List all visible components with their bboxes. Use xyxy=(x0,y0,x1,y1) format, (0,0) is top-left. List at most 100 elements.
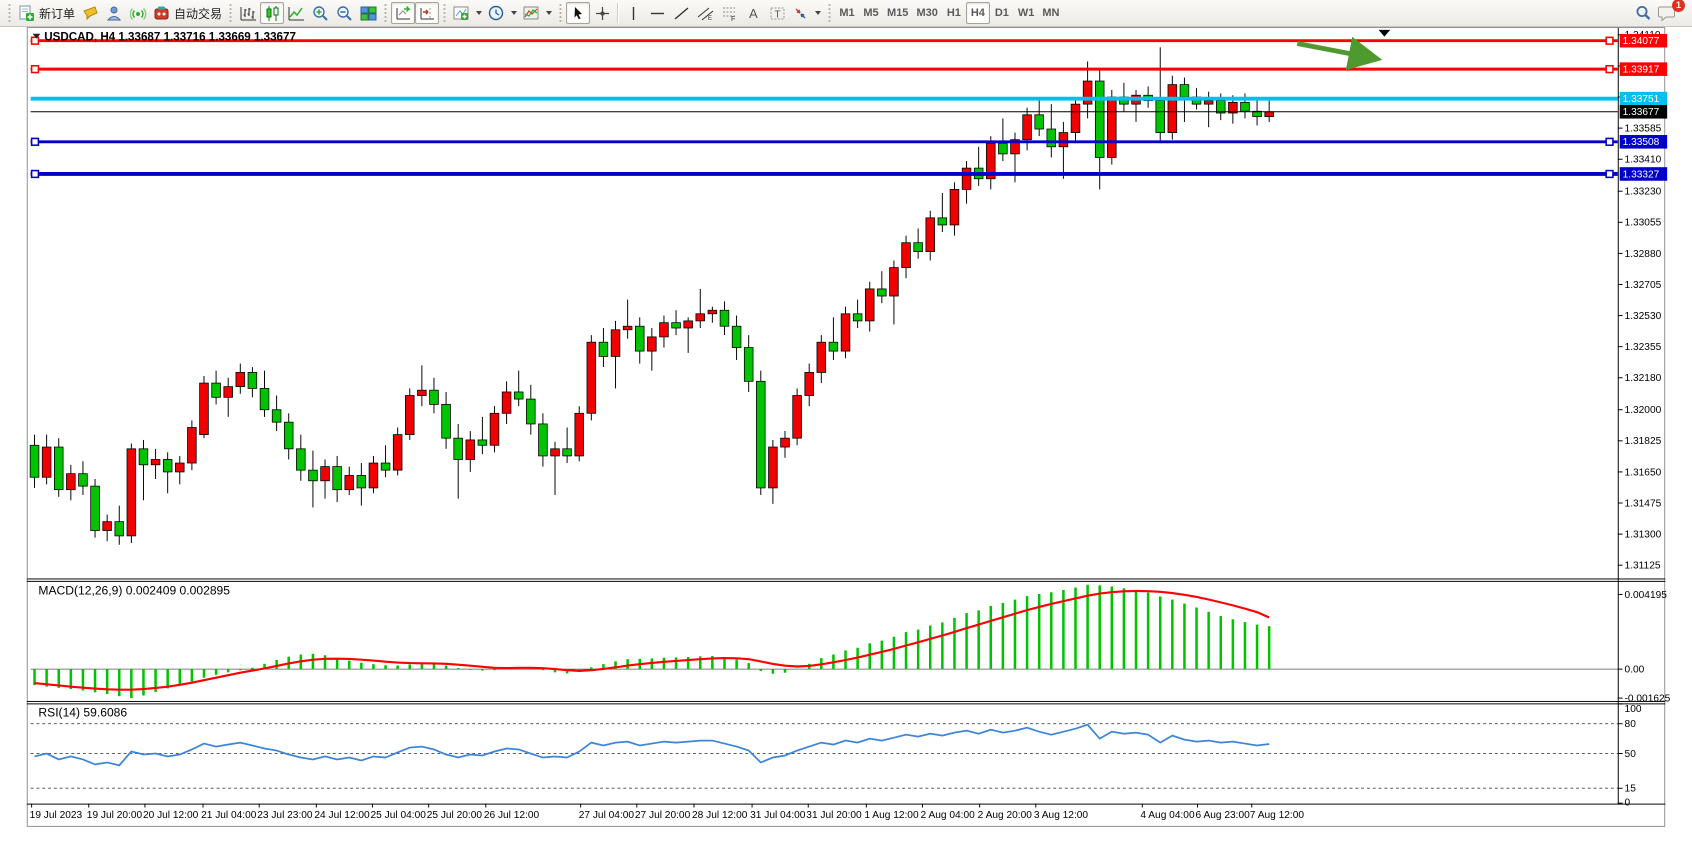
chart-shift-button[interactable] xyxy=(415,2,440,24)
text-tool-button[interactable]: A xyxy=(741,2,765,24)
candle xyxy=(743,335,754,392)
candle-body xyxy=(368,462,379,489)
trendline-tool-button[interactable] xyxy=(669,2,693,24)
toolbar-grip[interactable] xyxy=(558,4,564,22)
new-order-button[interactable]: 新订单 xyxy=(15,2,78,24)
candle xyxy=(417,365,427,407)
rsi-line xyxy=(34,723,1270,767)
horizontal-line-tool-button[interactable] xyxy=(645,2,669,24)
candle-body xyxy=(441,404,451,439)
candle xyxy=(840,306,851,359)
text-label-tool-button[interactable]: T xyxy=(765,2,789,24)
timeframe-d1-button[interactable]: D1 xyxy=(990,2,1014,24)
candle xyxy=(1107,89,1117,165)
line-chart-button[interactable] xyxy=(284,2,308,24)
pane-separator[interactable] xyxy=(26,578,1666,580)
indicators-button[interactable] xyxy=(450,2,485,24)
candle xyxy=(719,301,730,336)
bar-chart-button[interactable] xyxy=(236,2,260,24)
pane-separator[interactable] xyxy=(26,580,1666,582)
candle-body xyxy=(647,336,657,352)
macd-indicator-label: MACD(12,26,9) 0.002409 0.002895 xyxy=(38,583,230,597)
candle xyxy=(441,391,451,449)
candle-body xyxy=(344,475,354,491)
timeframe-mn-button[interactable]: MN xyxy=(1038,2,1063,24)
line-drag-handle[interactable] xyxy=(1605,36,1614,45)
time-axis-label: 23 Jul 23:00 xyxy=(257,810,313,821)
svg-text:F: F xyxy=(731,16,735,22)
timeframe-m1-button[interactable]: M1 xyxy=(835,2,859,24)
timeframe-h4-button[interactable]: H4 xyxy=(965,2,990,24)
candle-body xyxy=(138,448,149,466)
arrows-tool-button[interactable] xyxy=(789,2,824,24)
candle-body xyxy=(465,439,476,460)
candle-body xyxy=(731,325,742,348)
candle-body xyxy=(610,329,621,357)
timeframe-label: D1 xyxy=(994,7,1009,19)
candle-body xyxy=(998,142,1008,155)
periods-button[interactable] xyxy=(485,2,520,24)
signal-button[interactable] xyxy=(126,2,150,24)
tile-windows-button[interactable] xyxy=(356,2,380,24)
line-drag-handle[interactable] xyxy=(1605,169,1614,179)
search-button[interactable] xyxy=(1631,2,1655,24)
time-axis-label: 4 Aug 04:00 xyxy=(1140,810,1195,821)
macd-axis-label: 0.00 xyxy=(1625,665,1645,676)
line-drag-handle[interactable] xyxy=(30,64,40,74)
chart-context-icon[interactable] xyxy=(32,33,41,39)
pane-separator[interactable] xyxy=(26,700,1666,702)
timeframe-m5-button[interactable]: M5 xyxy=(859,2,883,24)
green-arrow-annotation[interactable] xyxy=(1296,36,1383,71)
timeframe-w1-button[interactable]: W1 xyxy=(1014,2,1039,24)
channel-tool-button[interactable]: E xyxy=(693,2,717,24)
candle-body xyxy=(574,412,584,457)
notifications-button[interactable]: 1 xyxy=(1655,0,1685,24)
pane-separator[interactable] xyxy=(26,703,1666,705)
auto-trading-button[interactable]: 自动交易 xyxy=(150,2,225,24)
auto-scroll-button[interactable] xyxy=(391,2,416,24)
new-order-label: 新订单 xyxy=(39,6,76,21)
cursor-button[interactable] xyxy=(566,2,591,24)
toolbar-grip[interactable] xyxy=(383,4,389,22)
toolbar-grip[interactable] xyxy=(228,4,234,22)
triangle-marker-annotation[interactable] xyxy=(1378,29,1391,37)
timeframe-m30-button[interactable]: M30 xyxy=(912,2,941,24)
candle xyxy=(707,306,718,323)
vertical-line-tool-button[interactable] xyxy=(621,2,645,24)
fibonacci-tool-button[interactable]: F xyxy=(717,2,741,24)
community-button[interactable] xyxy=(102,2,126,24)
candle xyxy=(320,459,330,499)
auto-scroll-icon xyxy=(396,5,411,19)
macd-axis-label: 0.004195 xyxy=(1625,590,1668,601)
candle xyxy=(731,315,742,360)
timeframe-label: M15 xyxy=(887,7,909,19)
time-axis-label: 31 Jul 04:00 xyxy=(750,810,806,821)
timeframe-m15-button[interactable]: M15 xyxy=(883,2,912,24)
line-drag-handle[interactable] xyxy=(1605,137,1614,146)
candle-body xyxy=(429,389,439,405)
price-label-text: 1.34077 xyxy=(1623,36,1660,47)
templates-button[interactable] xyxy=(520,2,555,24)
candle-body xyxy=(634,325,645,352)
crosshair-button[interactable] xyxy=(590,2,614,24)
toolbar-grip[interactable] xyxy=(827,4,833,22)
cursor-icon xyxy=(574,6,582,19)
crosshair-icon xyxy=(595,6,609,20)
line-drag-handle[interactable] xyxy=(1605,64,1614,74)
chart-title: USDCAD, H4 1.33687 1.33716 1.33669 1.336… xyxy=(32,31,296,44)
candle-body xyxy=(961,167,972,190)
zoom-out-button[interactable] xyxy=(332,2,356,24)
line-drag-handle[interactable] xyxy=(30,36,40,45)
candlestick-chart-button[interactable] xyxy=(260,2,285,24)
timeframe-h1-button[interactable]: H1 xyxy=(942,2,966,24)
line-drag-handle[interactable] xyxy=(30,137,40,146)
zoom-in-button[interactable] xyxy=(308,2,332,24)
market-watch-button[interactable] xyxy=(78,2,102,24)
time-axis-label: 19 Jul 20:00 xyxy=(87,810,143,821)
line-chart-icon xyxy=(288,6,304,20)
line-drag-handle[interactable] xyxy=(30,169,40,179)
time-axis-label: 19 Jul 2023 xyxy=(30,810,83,821)
toolbar-grip[interactable] xyxy=(7,4,12,22)
toolbar-grip[interactable] xyxy=(442,4,448,22)
chart-canvas[interactable]: 1.341101.339351.337601.335851.334101.332… xyxy=(0,27,1692,853)
